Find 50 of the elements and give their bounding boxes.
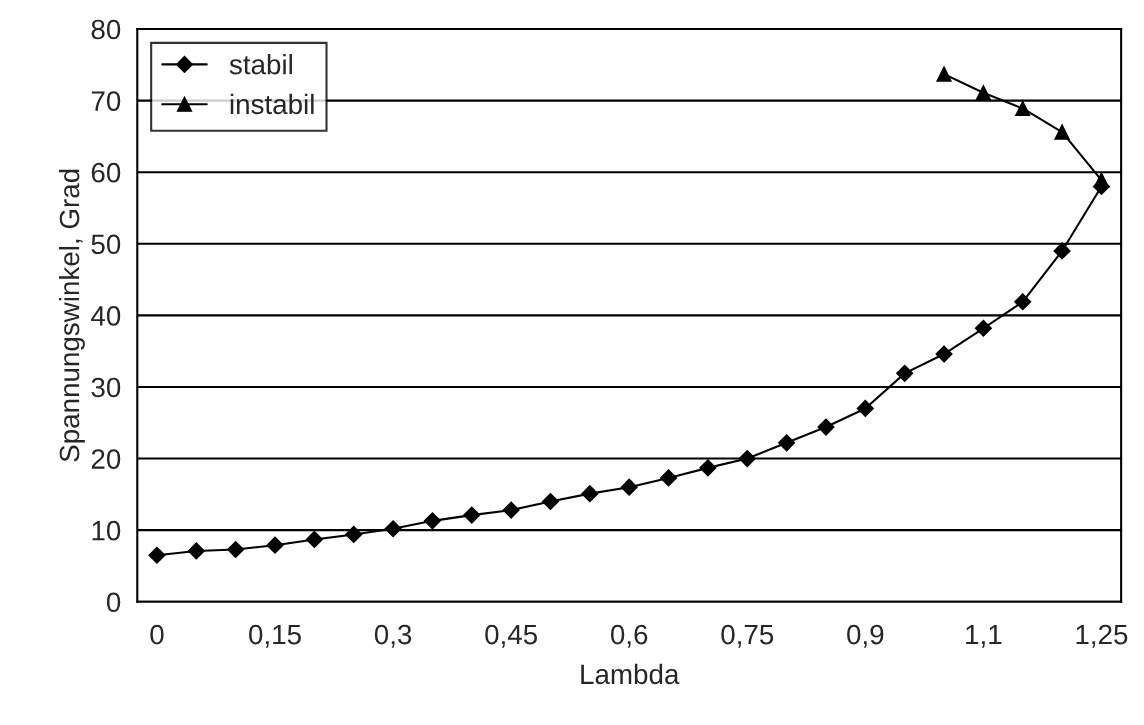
point bbox=[699, 459, 717, 477]
y-tick-label: 80 bbox=[91, 19, 121, 40]
point bbox=[738, 450, 756, 468]
point bbox=[423, 512, 441, 530]
point bbox=[502, 501, 520, 519]
y-tick-label: 70 bbox=[91, 91, 121, 111]
x-tick-label: 0,15 bbox=[249, 624, 301, 648]
point bbox=[463, 506, 481, 524]
point bbox=[187, 542, 205, 560]
y-tick-label: 40 bbox=[91, 306, 121, 326]
x-axis-title: Lambda bbox=[581, 663, 680, 685]
point bbox=[817, 418, 835, 436]
legend-label: instabil bbox=[230, 93, 314, 115]
y-tick-label: 20 bbox=[91, 449, 121, 469]
y-axis-title: Spannungswinkel, Grad bbox=[58, 169, 85, 462]
x-tick-label: 0,3 bbox=[374, 624, 412, 648]
x-tick-label: 0,75 bbox=[721, 624, 774, 648]
y-tick-label: 50 bbox=[91, 234, 121, 255]
y-tick-label: 0 bbox=[106, 592, 121, 613]
x-tick-label: 0,9 bbox=[847, 624, 884, 648]
y-tick-label: 60 bbox=[91, 162, 121, 183]
point bbox=[620, 478, 638, 496]
point bbox=[935, 345, 953, 363]
point bbox=[581, 485, 599, 503]
y-tick-label: 10 bbox=[92, 520, 121, 541]
x-tick-label: 0 bbox=[150, 624, 164, 645]
point bbox=[384, 520, 402, 538]
point bbox=[975, 85, 992, 101]
point bbox=[227, 540, 245, 559]
legend-label: stabil bbox=[229, 54, 292, 75]
point bbox=[148, 546, 166, 564]
point bbox=[778, 434, 796, 452]
y-tick-label: 30 bbox=[91, 377, 121, 398]
point bbox=[974, 319, 992, 337]
point bbox=[660, 469, 678, 487]
point bbox=[1014, 293, 1032, 311]
point bbox=[1053, 242, 1071, 260]
point bbox=[936, 66, 952, 82]
x-tick-label: 0,45 bbox=[485, 624, 538, 648]
point bbox=[896, 364, 914, 382]
point bbox=[541, 492, 560, 511]
point bbox=[1015, 100, 1031, 117]
point bbox=[305, 530, 323, 549]
x-tick-label: 1,1 bbox=[966, 624, 1002, 648]
point bbox=[345, 525, 363, 544]
point bbox=[266, 536, 284, 554]
point bbox=[1054, 124, 1070, 140]
x-tick-label: 0,6 bbox=[610, 624, 648, 648]
x-tick-label: 1,25 bbox=[1076, 624, 1128, 648]
point bbox=[856, 399, 874, 417]
